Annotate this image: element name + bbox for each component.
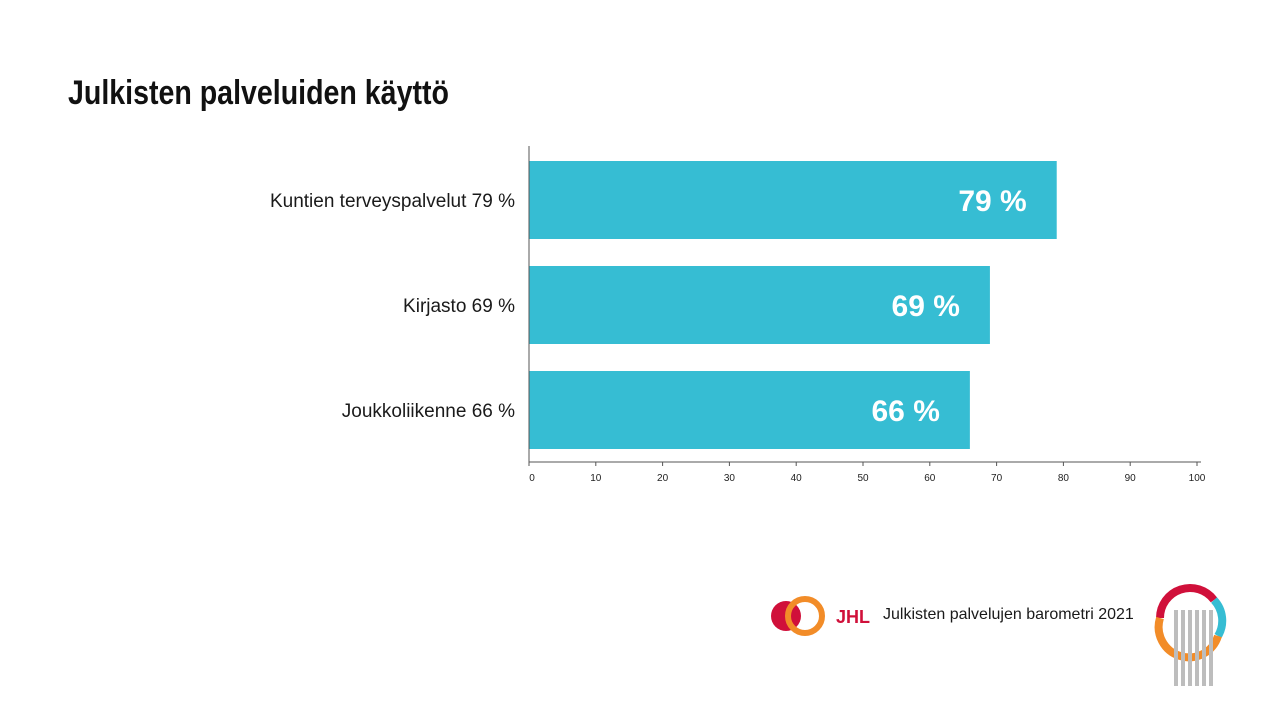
bar-3	[529, 371, 970, 449]
x-tick-label-100: 100	[1189, 473, 1206, 484]
value-label-3: 66 %	[871, 395, 939, 428]
category-label-2: Kirjasto 69 %	[403, 296, 515, 317]
x-tick-label-0: 0	[529, 473, 535, 484]
x-tick-label-40: 40	[791, 473, 803, 484]
category-label-3: Joukkoliikenne 66 %	[342, 401, 515, 422]
bar-2	[529, 266, 990, 344]
barometer-logo-columns	[1174, 610, 1213, 686]
x-tick-label-50: 50	[857, 473, 869, 484]
value-labels: 79 % 69 % 66 %	[871, 185, 1026, 428]
page-title: Julkisten palveluiden käyttö	[68, 74, 449, 112]
x-tick-label-60: 60	[924, 473, 936, 484]
value-label-2: 69 %	[892, 290, 960, 323]
x-tick-label-10: 10	[590, 473, 602, 484]
barometer-logo-cyan-arc	[1210, 597, 1227, 639]
barometer-logo-red-arc	[1156, 584, 1218, 619]
jhl-logo-text: JHL	[836, 607, 870, 627]
bars-group	[529, 161, 1057, 449]
barometer-logo	[1154, 584, 1227, 686]
value-label-1: 79 %	[958, 185, 1026, 218]
x-axis-ticks: 0 10 20 30 40 50 60 70 80 90 100	[528, 462, 1206, 484]
x-tick-label-30: 30	[724, 473, 736, 484]
footer-text: Julkisten palvelujen barometri 2021	[883, 606, 1134, 623]
jhl-logo: JHL	[771, 596, 870, 636]
x-tick-label-80: 80	[1058, 473, 1070, 484]
category-labels: Kuntien terveyspalvelut 79 % Kirjasto 69 …	[270, 191, 515, 422]
x-tick-label-90: 90	[1125, 473, 1137, 484]
jhl-logo-orange-ring	[785, 596, 825, 636]
x-tick-label-20: 20	[657, 473, 669, 484]
category-label-1: Kuntien terveyspalvelut 79 %	[270, 191, 515, 212]
x-tick-label-70: 70	[991, 473, 1003, 484]
bar-1	[529, 161, 1057, 239]
